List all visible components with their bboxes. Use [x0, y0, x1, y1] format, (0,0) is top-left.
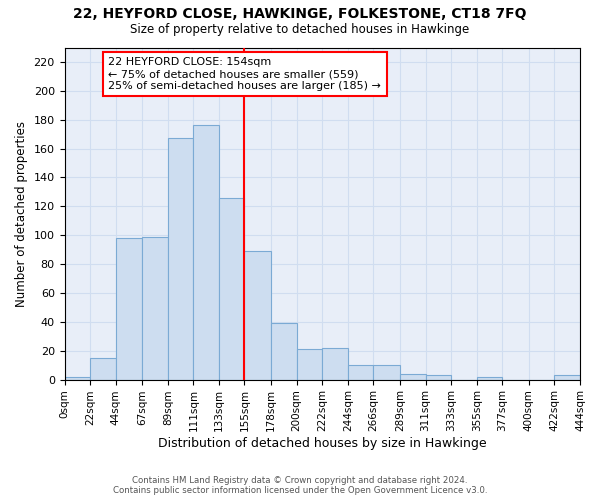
Bar: [400, 374, 425, 380]
Bar: [193, 126, 219, 380]
Bar: [65, 376, 90, 380]
Bar: [219, 198, 244, 380]
X-axis label: Distribution of detached houses by size in Hawkinge: Distribution of detached houses by size …: [158, 437, 487, 450]
Bar: [373, 365, 400, 380]
Bar: [348, 365, 373, 380]
Bar: [168, 138, 193, 380]
Bar: [90, 358, 116, 380]
Text: Size of property relative to detached houses in Hawkinge: Size of property relative to detached ho…: [130, 22, 470, 36]
Text: Contains HM Land Registry data © Crown copyright and database right 2024.
Contai: Contains HM Land Registry data © Crown c…: [113, 476, 487, 495]
Y-axis label: Number of detached properties: Number of detached properties: [15, 120, 28, 306]
Bar: [116, 238, 142, 380]
Text: 22, HEYFORD CLOSE, HAWKINGE, FOLKESTONE, CT18 7FQ: 22, HEYFORD CLOSE, HAWKINGE, FOLKESTONE,…: [73, 8, 527, 22]
Text: 22 HEYFORD CLOSE: 154sqm
← 75% of detached houses are smaller (559)
25% of semi-: 22 HEYFORD CLOSE: 154sqm ← 75% of detach…: [109, 58, 381, 90]
Bar: [244, 251, 271, 380]
Bar: [554, 376, 580, 380]
Bar: [297, 350, 322, 380]
Bar: [476, 376, 502, 380]
Bar: [142, 236, 168, 380]
Bar: [322, 348, 348, 380]
Bar: [271, 324, 297, 380]
Bar: [425, 376, 451, 380]
